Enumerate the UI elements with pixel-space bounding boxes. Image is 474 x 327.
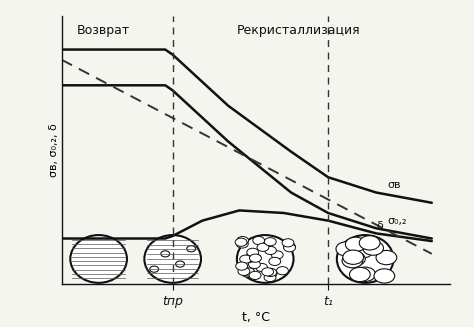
- Circle shape: [283, 244, 295, 252]
- Circle shape: [271, 251, 283, 259]
- Circle shape: [343, 250, 364, 264]
- Circle shape: [349, 267, 370, 282]
- Ellipse shape: [70, 235, 127, 283]
- Circle shape: [249, 254, 261, 262]
- X-axis label: t, °C: t, °C: [242, 311, 270, 324]
- Text: δ: δ: [376, 221, 383, 231]
- Circle shape: [262, 268, 273, 276]
- Circle shape: [247, 248, 259, 256]
- Circle shape: [161, 251, 170, 257]
- Circle shape: [283, 242, 295, 250]
- Circle shape: [256, 263, 268, 271]
- Circle shape: [376, 250, 397, 265]
- Circle shape: [244, 254, 255, 263]
- Circle shape: [241, 269, 253, 277]
- Circle shape: [374, 269, 395, 283]
- Circle shape: [345, 252, 365, 266]
- Circle shape: [249, 271, 261, 280]
- Circle shape: [342, 253, 363, 268]
- Circle shape: [176, 261, 184, 267]
- Text: σ₀,₂: σ₀,₂: [387, 216, 407, 226]
- Circle shape: [236, 262, 247, 270]
- Circle shape: [265, 268, 277, 277]
- Circle shape: [243, 268, 255, 276]
- Circle shape: [352, 244, 373, 258]
- Circle shape: [265, 269, 277, 278]
- Circle shape: [238, 267, 250, 275]
- Text: Возврат: Возврат: [77, 25, 130, 37]
- Circle shape: [187, 246, 196, 252]
- Circle shape: [269, 257, 281, 266]
- Circle shape: [235, 238, 247, 246]
- Circle shape: [264, 238, 276, 246]
- Circle shape: [240, 255, 252, 263]
- Circle shape: [276, 267, 288, 275]
- Circle shape: [264, 246, 276, 254]
- Text: σв: σв: [387, 180, 401, 190]
- Circle shape: [264, 273, 276, 282]
- Circle shape: [150, 266, 159, 272]
- Ellipse shape: [237, 235, 293, 283]
- Circle shape: [249, 254, 261, 262]
- Circle shape: [346, 237, 366, 251]
- Ellipse shape: [145, 235, 201, 283]
- Circle shape: [237, 240, 248, 248]
- Circle shape: [363, 241, 383, 255]
- Circle shape: [282, 239, 294, 247]
- Circle shape: [359, 236, 380, 250]
- Circle shape: [355, 267, 375, 282]
- Circle shape: [248, 260, 260, 268]
- Circle shape: [257, 243, 269, 251]
- Circle shape: [336, 242, 357, 256]
- Y-axis label: σв, σ₀,₂, δ: σв, σ₀,₂, δ: [49, 124, 59, 177]
- Circle shape: [237, 236, 248, 245]
- Text: Рекристаллизация: Рекристаллизация: [237, 25, 360, 37]
- Ellipse shape: [337, 235, 393, 283]
- Circle shape: [253, 236, 264, 245]
